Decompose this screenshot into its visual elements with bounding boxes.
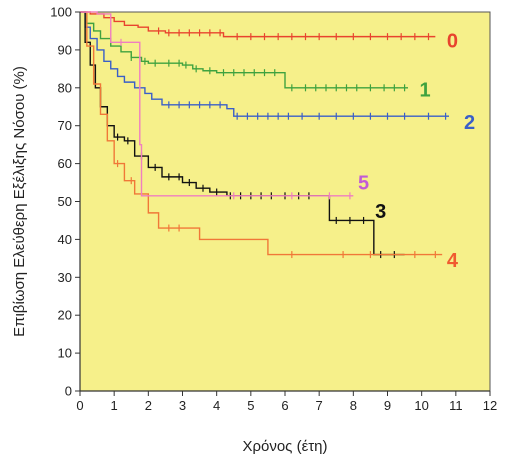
x-tick-label: 9: [384, 398, 391, 413]
y-tick-label: 80: [58, 80, 72, 95]
y-tick-label: 50: [58, 194, 72, 209]
series-label-1: 1: [420, 80, 431, 102]
survival-curve-4: [80, 11, 443, 256]
series-layer: [80, 11, 449, 259]
y-axis-ticks: 0 10 20 30 40 50 60 70 80 90 100: [50, 5, 80, 399]
y-tick-label: 40: [58, 232, 72, 247]
series-label-5: 5: [358, 173, 369, 195]
series-label-2: 2: [464, 112, 475, 134]
y-tick-label: 20: [58, 308, 72, 323]
y-tick-label: 10: [58, 346, 72, 361]
series-1: [80, 11, 408, 92]
series-4: [80, 11, 443, 259]
x-tick-label: 4: [213, 398, 220, 413]
series-label-4: 4: [447, 250, 459, 272]
survival-curve-5: [80, 11, 354, 197]
y-tick-label: 0: [65, 384, 72, 399]
plot-area-background: [79, 11, 491, 392]
x-tick-label: 2: [145, 398, 152, 413]
series-2: [80, 11, 449, 120]
x-axis-label: Χρόνος (έτη): [242, 438, 327, 455]
series-0: [80, 11, 436, 41]
y-tick-label: 90: [58, 42, 72, 57]
x-tick-label: 0: [76, 398, 83, 413]
survival-curve-2: [80, 11, 449, 117]
x-tick-label: 3: [179, 398, 186, 413]
x-tick-label: 11: [449, 398, 463, 413]
x-tick-label: 1: [111, 398, 118, 413]
x-tick-label: 12: [483, 398, 497, 413]
series-label-0: 0: [447, 30, 458, 52]
y-tick-label: 60: [58, 156, 72, 171]
x-tick-label: 5: [247, 398, 254, 413]
x-tick-label: 8: [350, 398, 357, 413]
y-tick-label: 100: [50, 5, 72, 20]
series-label-3: 3: [375, 201, 386, 223]
x-tick-label: 10: [414, 398, 428, 413]
series-labels: 0 1 2 53 4: [358, 30, 475, 272]
x-tick-label: 6: [281, 398, 288, 413]
series-5: [80, 11, 354, 200]
survival-curve-1: [80, 11, 408, 89]
y-axis-label: Επιβίωση Ελεύθερη Εξέλιξης Νόσου (%): [11, 66, 28, 337]
x-tick-label: 7: [316, 398, 323, 413]
y-tick-label: 70: [58, 118, 72, 133]
x-axis-ticks: 0 1 2 3 4 5 6 7 8 9 10 11 12: [76, 391, 497, 413]
y-tick-label: 30: [58, 270, 72, 285]
survival-curve-0: [80, 11, 436, 38]
